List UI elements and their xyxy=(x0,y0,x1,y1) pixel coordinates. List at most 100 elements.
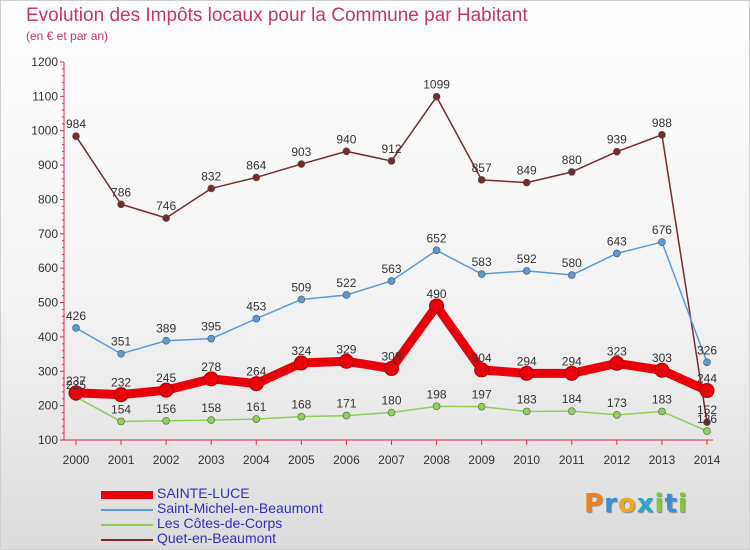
x-tick-label: 2012 xyxy=(604,453,631,467)
data-label: 563 xyxy=(381,262,401,276)
data-label: 849 xyxy=(517,164,537,178)
data-label: 245 xyxy=(156,371,176,385)
data-label: 583 xyxy=(472,255,492,269)
data-label: 988 xyxy=(652,116,672,130)
y-tick-label: 900 xyxy=(38,158,58,172)
data-point xyxy=(252,415,261,423)
data-point xyxy=(384,361,399,377)
data-point xyxy=(252,173,261,182)
legend-swatch-cotes-de-corps xyxy=(101,524,153,526)
data-point xyxy=(699,383,715,399)
data-point xyxy=(207,184,216,193)
logo-letter: r xyxy=(604,489,618,519)
y-tick-label: 200 xyxy=(38,399,58,413)
data-point xyxy=(72,324,80,332)
data-point xyxy=(117,349,125,358)
data-label: 232 xyxy=(111,376,131,390)
data-label: 652 xyxy=(427,231,447,245)
x-tick-label: 2014 xyxy=(694,453,721,467)
data-point xyxy=(522,407,531,416)
data-label: 183 xyxy=(517,392,537,406)
x-tick-label: 2003 xyxy=(198,453,225,467)
data-point xyxy=(387,408,396,417)
data-point xyxy=(519,365,535,381)
legend-label-saint-michel: Saint-Michel-en-Beaumont xyxy=(157,500,323,516)
x-tick-label: 2013 xyxy=(649,453,676,467)
data-label: 426 xyxy=(66,309,86,323)
proxiti-logo: Proxiti xyxy=(584,489,688,519)
data-point xyxy=(654,362,670,378)
data-label: 592 xyxy=(517,252,537,266)
data-point xyxy=(703,358,711,367)
data-point xyxy=(207,416,216,424)
data-label: 509 xyxy=(291,280,311,294)
data-label: 197 xyxy=(472,388,492,402)
y-tick-label: 1200 xyxy=(31,55,58,69)
logo-letter: t xyxy=(664,489,678,519)
data-point xyxy=(113,387,129,403)
logo-letter: x xyxy=(636,489,655,519)
data-label: 173 xyxy=(607,396,627,410)
data-label: 643 xyxy=(607,234,627,248)
data-label: 786 xyxy=(111,185,131,199)
legend-swatch-sainte-luce xyxy=(101,491,153,499)
data-label: 225 xyxy=(66,378,86,392)
logo-letter: i xyxy=(654,489,665,519)
x-tick-label: 2008 xyxy=(423,453,450,467)
data-label: 1099 xyxy=(423,78,450,92)
data-label: 152 xyxy=(697,403,717,417)
y-tick-label: 700 xyxy=(38,227,58,241)
data-label: 857 xyxy=(472,161,492,175)
data-point xyxy=(477,270,486,278)
logo-letter: o xyxy=(617,489,637,519)
data-point xyxy=(567,271,576,279)
data-point xyxy=(117,417,125,426)
data-label: 832 xyxy=(201,169,221,183)
x-tick-label: 2010 xyxy=(513,453,540,467)
data-point xyxy=(609,355,625,371)
data-point xyxy=(429,298,445,314)
data-label: 903 xyxy=(291,145,311,159)
data-point xyxy=(72,132,80,141)
data-label: 237 xyxy=(66,374,86,388)
data-point xyxy=(162,214,170,222)
data-point xyxy=(432,402,441,411)
data-point xyxy=(207,334,216,343)
data-point xyxy=(338,353,354,369)
y-tick-label: 300 xyxy=(38,364,58,378)
legend-label-sainte-luce: SAINTE-LUCE xyxy=(157,485,250,501)
data-point xyxy=(162,416,170,425)
data-label: 329 xyxy=(336,342,356,356)
data-point xyxy=(387,277,396,285)
data-label: 453 xyxy=(246,300,266,314)
data-point xyxy=(477,176,486,184)
data-label: 864 xyxy=(246,158,266,172)
data-label: 490 xyxy=(427,287,447,301)
chart-title: Evolution des Impôts locaux pour la Comm… xyxy=(26,5,528,26)
y-tick-label: 1000 xyxy=(31,124,58,138)
data-point xyxy=(564,365,580,381)
data-point xyxy=(387,157,396,165)
data-label: 303 xyxy=(652,351,672,365)
data-label: 154 xyxy=(111,402,131,416)
data-point xyxy=(297,295,306,304)
data-label: 389 xyxy=(156,322,176,336)
data-point xyxy=(162,336,170,345)
data-label: 158 xyxy=(201,401,221,415)
y-tick-label: 1100 xyxy=(32,89,58,103)
data-point xyxy=(658,407,666,416)
data-label: 939 xyxy=(607,133,627,147)
x-tick-label: 2011 xyxy=(559,453,585,467)
data-label: 294 xyxy=(562,354,582,368)
data-point xyxy=(342,291,351,299)
data-label: 180 xyxy=(381,394,401,408)
data-point xyxy=(158,382,174,398)
data-point xyxy=(567,407,576,415)
data-point xyxy=(567,168,576,176)
data-label: 746 xyxy=(156,199,176,213)
data-point xyxy=(432,92,441,101)
data-point xyxy=(297,412,306,421)
y-tick-label: 500 xyxy=(38,296,58,310)
data-label: 183 xyxy=(652,392,672,406)
